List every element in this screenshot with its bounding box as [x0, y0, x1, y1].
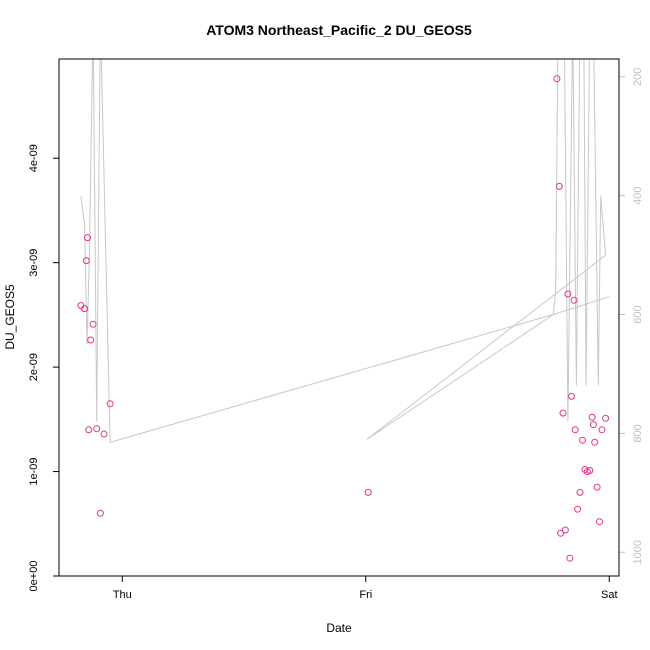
- data-point: [87, 336, 95, 344]
- data-point: [100, 430, 108, 438]
- x-tick-label: Sat: [601, 589, 618, 601]
- data-point: [589, 421, 597, 429]
- data-point: [598, 426, 606, 434]
- data-point: [553, 75, 561, 83]
- data-point: [568, 392, 575, 400]
- right-tick-label: 400: [632, 186, 644, 204]
- y-tick-label: 3e-09: [28, 249, 40, 277]
- data-point: [588, 413, 596, 421]
- line-series: [80, 59, 610, 443]
- data-point: [557, 529, 565, 537]
- data-point: [571, 426, 579, 434]
- x-tick-label: Fri: [359, 589, 372, 601]
- data-point: [85, 426, 93, 434]
- data-point: [570, 296, 578, 304]
- data-point: [364, 488, 372, 496]
- data-point: [593, 483, 601, 491]
- x-tick-label: Thu: [113, 589, 132, 601]
- data-point: [576, 488, 584, 496]
- data-point: [564, 290, 572, 298]
- data-point: [602, 414, 610, 422]
- axes: Thu Fri Sat 0e+00 1e-09 2e-09 3e-09 4e-09 200 400…: [28, 68, 644, 601]
- right-tick-label: 600: [632, 305, 644, 323]
- right-tick-label: 200: [632, 68, 644, 86]
- y-tick-label: 2e-09: [28, 353, 40, 381]
- data-point: [579, 436, 586, 444]
- data-point: [96, 509, 104, 517]
- data-point: [93, 425, 101, 433]
- data-point: [561, 526, 569, 534]
- data-point: [574, 505, 582, 513]
- data-point: [82, 257, 90, 265]
- data-point: [106, 400, 114, 408]
- right-tick-label: 1000: [632, 540, 644, 564]
- data-point: [559, 409, 567, 417]
- data-point: [566, 554, 574, 562]
- y-axis-label: DU_GEOS5: [3, 284, 17, 350]
- data-point: [591, 438, 599, 446]
- data-point: [89, 320, 97, 328]
- y-tick-label: 0e+00: [28, 561, 40, 592]
- line-series-path: [80, 59, 610, 443]
- y-tick-label: 4e-09: [28, 144, 40, 172]
- data-point: [84, 234, 91, 242]
- plot-frame: [58, 58, 620, 577]
- data-point: [586, 467, 594, 474]
- data-point: [81, 305, 89, 313]
- point-series: [77, 75, 610, 562]
- y-tick-label: 1e-09: [28, 457, 40, 485]
- right-tick-label: 800: [632, 424, 644, 442]
- chart-title: ATOM3 Northeast_Pacific_2 DU_GEOS5: [206, 22, 472, 38]
- data-point: [596, 518, 603, 526]
- x-axis-label: Date: [326, 621, 352, 635]
- data-point: [555, 182, 563, 190]
